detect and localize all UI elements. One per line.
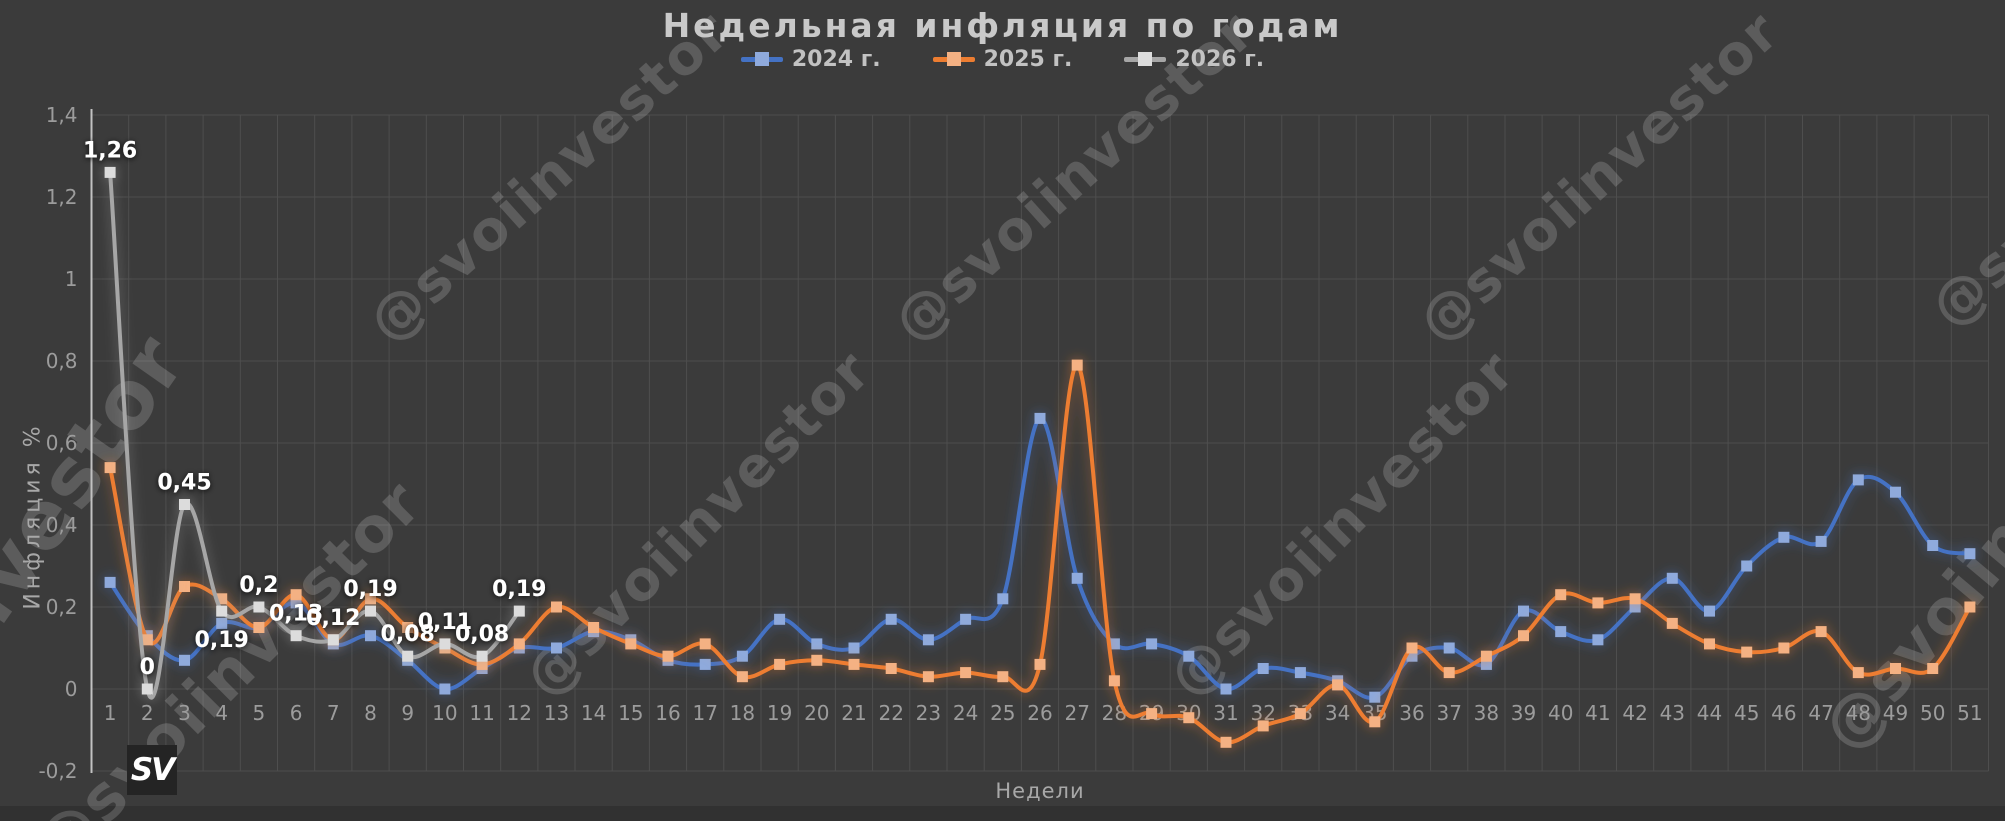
svg-text:0,13: 0,13	[269, 602, 323, 627]
svg-text:0,12: 0,12	[306, 606, 360, 631]
svg-text:1: 1	[104, 701, 117, 725]
svg-text:25: 25	[990, 701, 1015, 725]
svg-text:44: 44	[1697, 701, 1722, 725]
svg-text:22: 22	[878, 701, 903, 725]
svg-text:@svoiinvestor: @svoiinvestor	[1156, 338, 1527, 709]
svg-text:21: 21	[841, 701, 866, 725]
legend-label-2025: 2025 г.	[983, 47, 1073, 72]
svg-text:@svoiinvestor: @svoiinvestor	[1808, 322, 2005, 765]
svg-text:15: 15	[618, 701, 643, 725]
chart-title: Недельная инфляция по годам	[662, 6, 1343, 45]
svg-text:0,2: 0,2	[239, 573, 278, 598]
svg-text:7: 7	[327, 701, 340, 725]
y-axis-title: Инфляция %	[20, 422, 46, 610]
svg-text:1: 1	[65, 267, 78, 291]
svg-text:51: 51	[1957, 701, 1982, 725]
svg-text:0: 0	[140, 655, 155, 680]
svg-text:14: 14	[581, 701, 606, 725]
sv-logo: SV	[127, 745, 177, 795]
series-2024 г.	[104, 412, 1976, 703]
svg-text:50: 50	[1920, 701, 1945, 725]
svg-text:0,8: 0,8	[46, 349, 78, 373]
legend-label-2026: 2026 г.	[1175, 47, 1265, 72]
svg-text:11: 11	[469, 701, 494, 725]
svg-text:0,19: 0,19	[343, 577, 397, 602]
svg-text:0,2: 0,2	[46, 595, 78, 619]
legend-item-2026: 2026 г.	[1124, 47, 1264, 72]
svg-text:0,6: 0,6	[46, 431, 78, 455]
svg-text:43: 43	[1660, 701, 1685, 725]
svg-text:0,19: 0,19	[492, 577, 546, 602]
svg-text:17: 17	[692, 701, 717, 725]
svg-text:16: 16	[655, 701, 680, 725]
svg-text:40: 40	[1548, 701, 1573, 725]
svg-text:48: 48	[1846, 701, 1871, 725]
svg-text:39: 39	[1511, 701, 1536, 725]
svg-text:10: 10	[432, 701, 457, 725]
data-labels: 1,26 0 0,45 0,19 0,2 0,130,12 0,19 0,080,110,08…	[83, 138, 546, 680]
svg-text:47: 47	[1808, 701, 1833, 725]
series-2025 г.	[104, 359, 1976, 748]
svg-text:26: 26	[1027, 701, 1052, 725]
svg-text:34: 34	[1325, 701, 1350, 725]
legend: 2024 г. 2025 г. 2026 г.	[0, 47, 2005, 72]
svg-text:37: 37	[1436, 701, 1461, 725]
svg-text:31: 31	[1213, 701, 1238, 725]
svg-text:24: 24	[953, 701, 978, 725]
svg-text:-0,2: -0,2	[38, 759, 77, 783]
svg-text:20: 20	[804, 701, 829, 725]
svg-text:0,08: 0,08	[455, 622, 509, 647]
svg-text:49: 49	[1883, 701, 1908, 725]
x-tick-labels: 1 2 3 4 5 6 7 8 9 10 11 12 13 14 15 16 17 18 19 20 21 22 23 24 2…	[104, 701, 1983, 725]
svg-text:@svoiinvestor: @svoiinvestor	[512, 338, 883, 709]
svg-text:2: 2	[141, 701, 154, 725]
svg-text:4: 4	[215, 701, 228, 725]
svg-text:0,45: 0,45	[157, 471, 211, 496]
svg-text:38: 38	[1474, 701, 1499, 725]
svg-text:42: 42	[1622, 701, 1647, 725]
svg-text:46: 46	[1771, 701, 1796, 725]
svg-text:1,26: 1,26	[83, 138, 137, 163]
bottom-bar	[0, 806, 2005, 821]
legend-item-2024: 2024 г.	[740, 47, 881, 72]
legend-label-2024: 2024 г.	[791, 47, 881, 72]
svg-text:0: 0	[65, 677, 78, 701]
y-tick-labels: -0,2 0 0,2 0,4 0,6 0,8 1 1,2 1,4	[38, 103, 77, 783]
svg-text:13: 13	[544, 701, 569, 725]
svg-text:3: 3	[178, 701, 191, 725]
svg-text:0,19: 0,19	[195, 628, 249, 653]
svg-text:0,08: 0,08	[381, 622, 435, 647]
svg-text:27: 27	[1064, 701, 1089, 725]
svg-text:8: 8	[364, 701, 377, 725]
x-axis-title: Недели	[995, 779, 1085, 803]
svg-text:1,4: 1,4	[46, 103, 78, 127]
series-2026 г.	[104, 166, 525, 700]
svg-text:19: 19	[767, 701, 792, 725]
legend-marker-2026-icon	[1124, 52, 1167, 66]
svg-text:23: 23	[916, 701, 941, 725]
svg-text:0,11: 0,11	[418, 610, 472, 635]
svg-text:12: 12	[507, 701, 532, 725]
svg-text:18: 18	[730, 701, 755, 725]
legend-marker-2025-icon	[932, 52, 975, 66]
svg-text:36: 36	[1399, 701, 1424, 725]
svg-text:0,4: 0,4	[46, 513, 78, 537]
svg-text:45: 45	[1734, 701, 1759, 725]
legend-item-2025: 2025 г.	[932, 47, 1073, 72]
svg-text:5: 5	[253, 701, 266, 725]
svg-text:41: 41	[1585, 701, 1610, 725]
legend-marker-2024-icon	[740, 52, 783, 66]
svg-text:1,2: 1,2	[46, 185, 78, 209]
svg-text:9: 9	[401, 701, 414, 725]
svg-text:6: 6	[290, 701, 303, 725]
